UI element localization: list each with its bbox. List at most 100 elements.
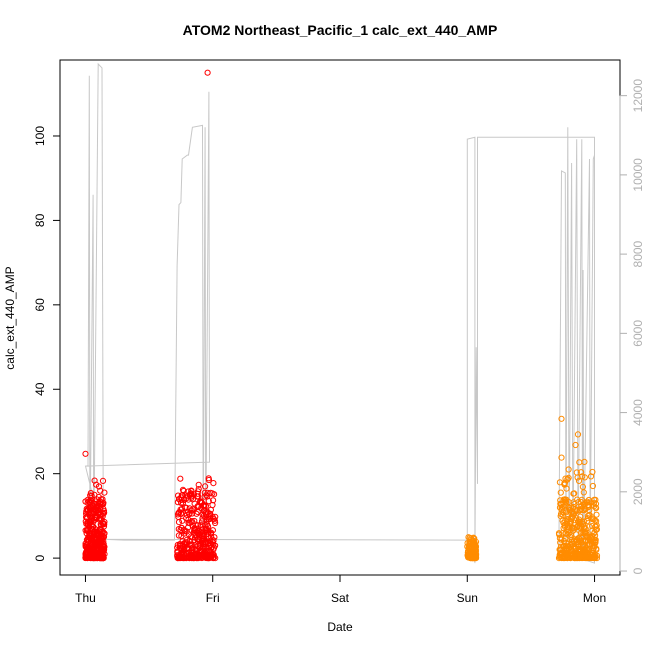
data-point-orange [584, 518, 591, 525]
data-point-red [177, 506, 184, 513]
data-point-orange [576, 524, 584, 531]
data-point-red [181, 543, 188, 550]
data-point-orange [581, 518, 588, 525]
data-point-orange [580, 525, 588, 532]
y-tick-label: 0 [33, 554, 47, 561]
data-point-orange [570, 510, 578, 518]
data-point-outlier-orange [558, 415, 565, 422]
data-point-orange [569, 552, 577, 559]
data-point-outlier-orange [572, 441, 579, 449]
data-point-red [187, 490, 195, 497]
data-point-red [84, 526, 91, 533]
data-point-orange [589, 523, 596, 530]
data-point-red [201, 548, 208, 555]
data-point-red [98, 533, 105, 540]
data-point-red [186, 505, 193, 512]
data-point-orange [557, 489, 564, 496]
data-point-orange [557, 553, 564, 561]
data-point-orange [557, 543, 565, 550]
data-point-red [93, 544, 100, 551]
data-point-red [83, 544, 90, 551]
data-point-red [87, 490, 95, 497]
data-point-orange [470, 545, 477, 552]
data-point-red [191, 536, 198, 544]
data-point-red [210, 480, 217, 487]
data-point-orange [557, 513, 564, 520]
data-point-orange [557, 539, 564, 546]
data-point-orange [586, 537, 593, 544]
data-point-red [175, 532, 182, 539]
data-point-red [92, 532, 99, 539]
data-point-red [187, 551, 194, 559]
data-point-orange [587, 473, 595, 480]
data-point-orange [585, 546, 592, 553]
data-point-red [210, 537, 217, 544]
data-point-red [178, 532, 185, 540]
data-point-red [205, 539, 212, 547]
data-point-orange [470, 535, 477, 542]
y-right-tick-label: 12000 [631, 79, 645, 113]
data-point-orange [563, 539, 570, 546]
data-point-red [177, 475, 184, 482]
data-point-red [185, 516, 192, 523]
data-point-orange [593, 518, 600, 525]
data-point-red [174, 549, 181, 556]
data-point-red [194, 490, 201, 497]
data-point-orange [570, 490, 577, 497]
data-point-red [188, 555, 195, 562]
data-point-orange [563, 499, 570, 506]
data-point-outlier-red [91, 491, 98, 498]
data-point-orange [586, 512, 593, 519]
data-point-red [92, 507, 100, 515]
data-point-red [97, 510, 105, 517]
data-point-outlier-red [82, 450, 89, 457]
data-point-red [97, 487, 104, 494]
data-point-orange [561, 552, 568, 560]
y-tick-label: 100 [33, 126, 47, 146]
data-point-orange [558, 504, 565, 511]
data-point-orange [558, 510, 565, 518]
y-tick-label: 60 [33, 298, 47, 312]
data-point-orange [570, 538, 578, 545]
data-point-outlier-red [202, 483, 209, 490]
data-point-orange [564, 476, 571, 483]
x-tick-label: Sun [457, 591, 478, 605]
data-point-red [180, 547, 187, 554]
data-point-orange [563, 545, 571, 552]
data-point-red [183, 536, 190, 544]
data-point-orange [559, 503, 566, 510]
data-point-orange [578, 505, 585, 513]
data-point-orange [556, 535, 564, 542]
secondary-line-layer [84, 62, 595, 564]
data-point-red [100, 499, 107, 506]
data-point-orange [558, 536, 565, 543]
axes-layer: Thu Fri Sat Sun Mon 0 20 40 60 80 100 0 2000 4000 6000… [33, 79, 645, 605]
data-point-outlier-orange [557, 497, 564, 504]
data-point-red [99, 477, 107, 484]
data-point-red [198, 518, 206, 525]
data-point-red [83, 554, 91, 561]
data-point-outlier-orange [558, 454, 565, 461]
data-point-red [210, 497, 217, 504]
data-point-red [90, 523, 97, 530]
data-point-orange [561, 523, 569, 530]
data-point-red [203, 492, 210, 499]
y-right-tick-label: 10000 [631, 158, 645, 192]
data-point-red [92, 514, 99, 521]
x-tick-label: Fri [206, 591, 220, 605]
y-right-tick-label: 8000 [631, 240, 645, 267]
data-point-orange [564, 518, 571, 525]
data-point-red [188, 493, 195, 500]
data-point-red [93, 481, 100, 488]
data-point-red [95, 554, 102, 561]
data-point-orange [567, 551, 574, 559]
data-point-orange [565, 466, 572, 473]
data-point-orange [577, 513, 584, 520]
data-point-orange [581, 553, 588, 560]
data-point-red [202, 502, 209, 510]
data-point-orange [593, 511, 600, 518]
data-point-orange [565, 474, 572, 481]
data-point-orange [579, 473, 586, 480]
